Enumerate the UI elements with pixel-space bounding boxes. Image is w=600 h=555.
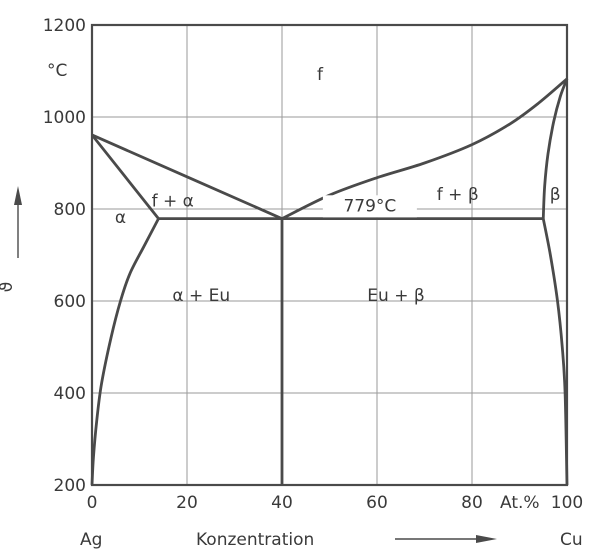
y-axis-label: ϑ bbox=[0, 282, 17, 293]
phase-line-solidus-cu bbox=[541, 78, 569, 219]
y-tick-label: 1200 bbox=[43, 16, 86, 36]
y-tick-label: 200 bbox=[54, 476, 86, 496]
label-background bbox=[322, 195, 417, 218]
region-label: α bbox=[115, 208, 126, 228]
region-labels: f f + α α f + β β 779°C α + Eu Eu + β bbox=[115, 65, 561, 306]
y-tick-label: 1000 bbox=[43, 108, 86, 128]
x-axis-label: Konzentration bbox=[196, 530, 314, 550]
y-axis-arrow bbox=[14, 186, 22, 258]
phase-line-solvus-alpha bbox=[90, 218, 160, 486]
x-tick-label: 0 bbox=[87, 493, 98, 513]
y-unit-label: °C bbox=[47, 61, 67, 81]
x-tick-label: 100 bbox=[551, 493, 583, 513]
region-label: Eu + β bbox=[367, 286, 424, 306]
tick-labels: 0 20 40 60 80 100 200 400 600 800 1000 1200 bbox=[43, 16, 583, 513]
grid bbox=[91, 24, 568, 486]
x-tick-label: 80 bbox=[461, 493, 483, 513]
plot-frame bbox=[90, 23, 569, 487]
phase-boundaries bbox=[90, 77, 569, 486]
y-tick-label: 600 bbox=[54, 292, 86, 312]
x-axis-arrow bbox=[395, 535, 497, 543]
x-unit-label: At.% bbox=[500, 493, 540, 513]
region-label: α + Eu bbox=[172, 286, 230, 306]
x-tick-label: 60 bbox=[366, 493, 388, 513]
phase-line-solidus-ag bbox=[90, 134, 160, 220]
region-label: f bbox=[317, 65, 324, 85]
phase-line-liquidus-cu bbox=[281, 77, 568, 220]
region-label: f + β bbox=[437, 185, 479, 205]
region-label: f + α bbox=[152, 192, 194, 212]
x-tick-label: 40 bbox=[271, 493, 293, 513]
x-right-element: Cu bbox=[560, 530, 583, 550]
region-label: 779°C bbox=[343, 196, 396, 216]
region-label: β bbox=[550, 185, 561, 205]
y-tick-label: 400 bbox=[54, 384, 86, 404]
x-tick-label: 20 bbox=[176, 493, 198, 513]
y-tick-label: 800 bbox=[54, 200, 86, 220]
phase-line-solvus-beta bbox=[541, 218, 569, 486]
phase-line-liquidus-ag bbox=[91, 133, 283, 220]
x-left-element: Ag bbox=[80, 530, 102, 550]
